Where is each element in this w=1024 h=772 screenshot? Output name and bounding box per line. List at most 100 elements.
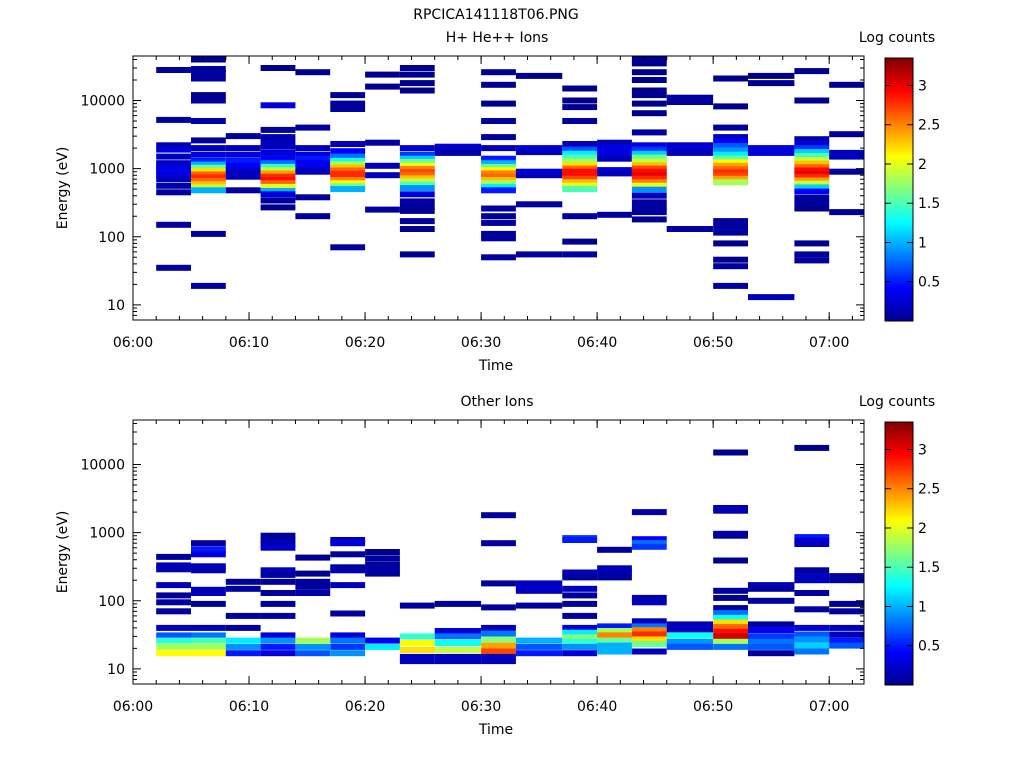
heatmap-cell bbox=[748, 582, 795, 589]
heatmap-cell bbox=[225, 637, 261, 644]
heatmap-cell bbox=[748, 80, 795, 87]
x-tick-label: 06:10 bbox=[229, 335, 269, 351]
heatmap-cell bbox=[713, 169, 748, 176]
heatmap-cell bbox=[191, 168, 226, 175]
heatmap-cell bbox=[794, 145, 830, 152]
heatmap-cell bbox=[515, 643, 563, 650]
heatmap-cell bbox=[399, 198, 435, 205]
heatmap-cell bbox=[156, 553, 191, 560]
heatmap-cell bbox=[631, 100, 667, 107]
heatmap-cell bbox=[631, 204, 667, 211]
heatmap-cell bbox=[365, 570, 400, 577]
x-axis-label: Time bbox=[478, 358, 513, 374]
heatmap-cell bbox=[794, 648, 830, 655]
heatmap-cell bbox=[562, 104, 598, 111]
heatmap-cell bbox=[399, 71, 435, 78]
heatmap-cell bbox=[562, 165, 598, 172]
heatmap-cell bbox=[260, 180, 296, 187]
heatmap-cell bbox=[713, 282, 748, 289]
heatmap-cell bbox=[260, 177, 296, 183]
heatmap-cell bbox=[794, 184, 830, 191]
heatmap-cell bbox=[562, 213, 598, 220]
colorbar-tick-label: 2.5 bbox=[918, 482, 940, 498]
heatmap-cell bbox=[330, 186, 366, 193]
heatmap-cell bbox=[515, 587, 563, 594]
heatmap-cell bbox=[562, 650, 598, 657]
heatmap-cell bbox=[829, 153, 864, 160]
heatmap-cell bbox=[260, 643, 296, 650]
heatmap-cell bbox=[713, 143, 748, 149]
heatmap-cell bbox=[713, 229, 748, 236]
heatmap-cell bbox=[156, 221, 191, 228]
heatmap-cell bbox=[597, 155, 632, 162]
heatmap-cell bbox=[330, 650, 366, 657]
heatmap-cell bbox=[631, 209, 667, 216]
y-tick-label: 10 bbox=[107, 662, 125, 678]
heatmap-cell bbox=[365, 549, 400, 555]
heatmap-cell bbox=[191, 650, 226, 657]
colorbar-tick-label: 0.5 bbox=[918, 275, 940, 291]
x-tick-label: 06:40 bbox=[577, 699, 617, 715]
heatmap-cell bbox=[191, 151, 226, 158]
heatmap-cell bbox=[330, 100, 366, 107]
heatmap-cell bbox=[365, 71, 400, 78]
heatmap-cell bbox=[713, 614, 748, 621]
heatmap-cell bbox=[713, 159, 748, 166]
heatmap-cell bbox=[829, 624, 864, 631]
heatmap-cell bbox=[713, 557, 748, 564]
heatmap-cell bbox=[330, 551, 366, 558]
heatmap-cell bbox=[365, 172, 400, 179]
colorbar-tick-label: 1 bbox=[918, 235, 927, 251]
axes: 06:00 06:10 06:20 06:30 06:40 06:50 07:00 10 100… bbox=[80, 56, 864, 351]
heatmap-cell bbox=[713, 587, 748, 594]
heatmap-cell bbox=[156, 562, 191, 569]
heatmap-cell bbox=[748, 597, 795, 604]
heatmap-cell bbox=[295, 570, 331, 577]
heatmap-cell bbox=[156, 566, 191, 573]
heatmap-cell bbox=[260, 173, 296, 180]
heatmap-cell bbox=[794, 167, 830, 174]
heatmap-cell bbox=[597, 167, 632, 174]
heatmap-cell bbox=[191, 600, 226, 607]
heatmap-cell bbox=[597, 574, 632, 581]
heatmap-cell bbox=[748, 585, 795, 592]
heatmap-cell bbox=[562, 150, 598, 157]
heatmap-cell bbox=[399, 165, 435, 172]
heatmap-cell bbox=[631, 92, 667, 99]
x-tick-label: 06:50 bbox=[693, 699, 733, 715]
heatmap-cell bbox=[631, 186, 667, 193]
heatmap-cell bbox=[225, 145, 261, 152]
heatmap-cell bbox=[156, 632, 191, 639]
heatmap-cell bbox=[191, 590, 226, 596]
heatmap-cell bbox=[260, 149, 296, 156]
heatmap-cell bbox=[434, 633, 482, 640]
heatmap-cell bbox=[191, 282, 226, 289]
heatmap-cell bbox=[295, 650, 331, 657]
heatmap-cell bbox=[191, 177, 226, 184]
heatmap-cell bbox=[794, 534, 830, 541]
y-axis-label: Energy (eV) bbox=[55, 147, 71, 230]
heatmap-cell bbox=[295, 160, 331, 167]
heatmap-cell bbox=[330, 148, 366, 155]
heatmap-cell bbox=[666, 99, 714, 105]
heatmap-cell bbox=[434, 640, 482, 646]
heatmap-cell bbox=[260, 155, 296, 162]
heatmap-cell bbox=[562, 172, 598, 179]
heatmap-cell bbox=[399, 151, 435, 158]
heatmap-cell bbox=[713, 155, 748, 162]
heatmap-cell bbox=[191, 161, 226, 168]
heatmap-cell bbox=[191, 637, 226, 644]
heatmap-cell bbox=[562, 175, 598, 182]
heatmap-cell bbox=[481, 180, 516, 187]
heatmap-cell bbox=[748, 627, 795, 634]
heatmap-cell bbox=[156, 582, 191, 589]
heatmap-cell bbox=[260, 197, 296, 204]
heatmap-cell bbox=[481, 230, 516, 237]
heatmap-cell bbox=[260, 571, 296, 578]
heatmap-cell bbox=[794, 164, 830, 171]
heatmap-cell bbox=[399, 162, 435, 169]
heatmap-cell bbox=[597, 565, 632, 572]
heatmap-cell bbox=[225, 151, 261, 158]
heatmap-cell bbox=[829, 642, 864, 649]
heatmap-cell bbox=[225, 173, 261, 180]
